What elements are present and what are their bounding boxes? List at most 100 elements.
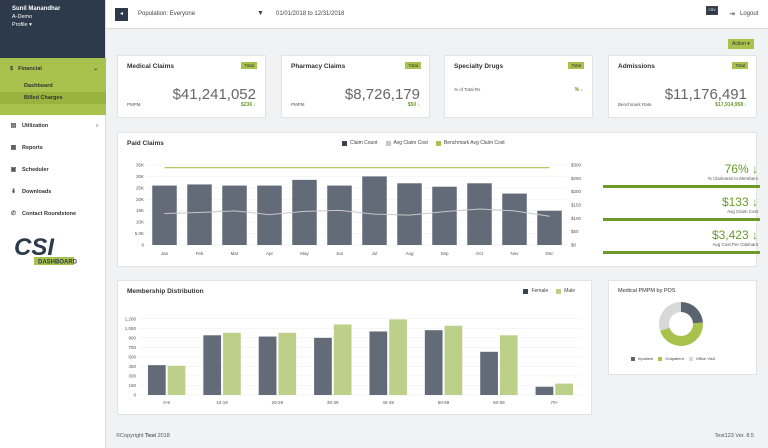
female-bar bbox=[369, 331, 388, 395]
x-tick-label: Nov bbox=[510, 251, 519, 256]
card-admissions: Admissions Total $11,176,491 Benchmark R… bbox=[608, 55, 757, 118]
nav-contact-label: Contact Roundstone bbox=[22, 211, 77, 217]
filter-icon[interactable]: ▼ bbox=[257, 10, 264, 17]
x-tick-label: 70+ bbox=[550, 400, 558, 405]
y-tick-label: 30K bbox=[136, 174, 144, 179]
claim-count-bar bbox=[152, 185, 177, 245]
nav-downloads[interactable]: ⬇ Downloads bbox=[0, 181, 106, 203]
kpi-label: Avg Claim Cost bbox=[727, 209, 758, 214]
total-tag[interactable]: Total bbox=[568, 62, 584, 69]
legend-label: Inpatient bbox=[638, 356, 654, 361]
profile-menu[interactable]: Profile ▾ bbox=[12, 22, 32, 28]
female-bar bbox=[203, 335, 222, 395]
male-bar bbox=[444, 325, 463, 395]
male-bar bbox=[223, 332, 241, 395]
nav-billed-charges[interactable]: Billed Charges bbox=[0, 92, 106, 104]
downloads-icon: ⬇ bbox=[10, 188, 17, 195]
y-tick-label: 1,050 bbox=[125, 326, 137, 331]
male-bar bbox=[389, 319, 407, 395]
profile-label: Profile bbox=[12, 22, 28, 28]
x-tick-label: Aug bbox=[405, 251, 414, 256]
y-tick-label: 150 bbox=[128, 383, 136, 388]
x-tick-label: 40-49 bbox=[382, 400, 394, 405]
phone-icon: ✆ bbox=[10, 210, 17, 217]
nav-financial[interactable]: $ Financial ⌄ bbox=[0, 58, 106, 80]
y2-tick-label: $250 bbox=[571, 176, 582, 181]
kpi-value: $133 ↓ bbox=[721, 195, 758, 209]
male-bar bbox=[555, 383, 574, 395]
claim-count-bar bbox=[257, 185, 282, 245]
kpi-value-text: $3,423 bbox=[711, 228, 749, 242]
nav-financial-group: $ Financial ⌄ Dashboard Billed Charges bbox=[0, 58, 106, 115]
female-bar bbox=[424, 330, 443, 395]
total-tag[interactable]: Total bbox=[732, 62, 748, 69]
claim-count-bar bbox=[537, 210, 562, 245]
action-button[interactable]: Action ▾ bbox=[728, 39, 754, 49]
nav-list: ▤ Utilization › ▦ Reports ▣ Scheduler ⬇ Downl… bbox=[0, 115, 106, 225]
nav-scheduler[interactable]: ▣ Scheduler bbox=[0, 159, 106, 181]
card-title: Medical Claims bbox=[127, 63, 174, 70]
nav-utilization-label: Utilization bbox=[22, 123, 49, 129]
nav-contact[interactable]: ✆ Contact Roundstone bbox=[0, 203, 106, 225]
total-tag[interactable]: Total bbox=[405, 62, 421, 69]
kpi-bar bbox=[603, 218, 760, 221]
legend-label: Outpatient bbox=[665, 356, 684, 361]
legend-label: Benchmark Avg Claim Cost bbox=[443, 140, 505, 146]
legend-avg-claim-cost[interactable]: Avg Claim Cost bbox=[385, 140, 428, 146]
logout-icon[interactable]: ⇥ bbox=[729, 11, 735, 18]
legend-benchmark[interactable]: Benchmark Avg Claim Cost bbox=[435, 140, 505, 146]
collapse-sidebar-button[interactable]: ◂ bbox=[115, 8, 128, 21]
card-value: $41,241,052 bbox=[172, 86, 256, 103]
legend-male[interactable]: Male bbox=[556, 288, 575, 294]
monitor-icon[interactable]: CSV bbox=[706, 6, 718, 15]
x-tick-label: May bbox=[300, 251, 309, 256]
card-sub-text: $17,914,958 bbox=[715, 102, 744, 108]
x-tick-label: Feb bbox=[196, 251, 204, 256]
legend-outpatient[interactable]: Outpatient bbox=[658, 356, 684, 361]
legend-female[interactable]: Female bbox=[523, 288, 548, 294]
x-tick-label: Dec bbox=[545, 251, 554, 256]
card-sub-value: $236 ↓ bbox=[240, 102, 256, 108]
legend-inpatient[interactable]: Inpatient bbox=[631, 356, 653, 361]
paid-claims-title: Paid Claims bbox=[127, 140, 164, 147]
nav-utilization[interactable]: ▤ Utilization › bbox=[0, 115, 106, 137]
donut-slice-outpatient bbox=[660, 322, 703, 347]
card-sub-value: % ↓ bbox=[574, 87, 583, 93]
date-range[interactable]: 01/01/2018 to 12/31/2018 bbox=[276, 11, 345, 17]
claim-count-bar bbox=[222, 185, 247, 245]
y2-tick-label: $50 bbox=[571, 229, 579, 234]
legend-label: Avg Claim Cost bbox=[393, 140, 428, 146]
female-bar bbox=[480, 351, 498, 395]
claim-count-bar bbox=[502, 193, 527, 245]
male-bar bbox=[167, 365, 186, 395]
nav-reports[interactable]: ▦ Reports bbox=[0, 137, 106, 159]
legend-office-visit[interactable]: Office Visit bbox=[688, 356, 715, 361]
y-tick-label: 20K bbox=[136, 197, 144, 202]
legend-claim-count[interactable]: Claim Count bbox=[342, 140, 378, 146]
x-tick-label: Mar bbox=[231, 251, 239, 256]
logo-text: CSI bbox=[14, 234, 55, 261]
population-select[interactable]: Population: Everyone bbox=[138, 11, 196, 17]
x-tick-label: Jun bbox=[336, 251, 344, 256]
kpi-bar bbox=[603, 251, 760, 254]
logout-link[interactable]: Logout bbox=[740, 11, 759, 17]
card-title: Specialty Drugs bbox=[454, 63, 504, 70]
y-tick-label: 0 bbox=[133, 393, 136, 398]
nav-dashboard[interactable]: Dashboard bbox=[24, 83, 53, 89]
card-title: Pharmacy Claims bbox=[291, 63, 346, 70]
total-tag[interactable]: Total bbox=[241, 62, 257, 69]
x-tick-label: 50-59 bbox=[438, 400, 450, 405]
x-tick-label: 0-9 bbox=[163, 400, 170, 405]
footer-year: 2018 bbox=[157, 433, 170, 439]
chevron-left-icon: ◂ bbox=[119, 11, 123, 17]
reports-icon: ▦ bbox=[10, 144, 17, 151]
paid-claims-legend: Claim Count Avg Claim Cost Benchmark Avg… bbox=[342, 140, 505, 146]
legend-label: Claim Count bbox=[350, 140, 378, 146]
donut-slice-inpatient bbox=[681, 302, 703, 324]
card-sub-text: $236 bbox=[240, 102, 253, 108]
nav-downloads-label: Downloads bbox=[22, 189, 52, 195]
dollar-icon: $ bbox=[10, 66, 14, 72]
paid-claims-chart: 0 5.0K 10K 15K 20K 25K 30K 35K $0 $50 $100 $150 $200… bbox=[135, 163, 582, 257]
nav-reports-label: Reports bbox=[22, 145, 43, 151]
card-label: PMPM bbox=[127, 102, 141, 107]
